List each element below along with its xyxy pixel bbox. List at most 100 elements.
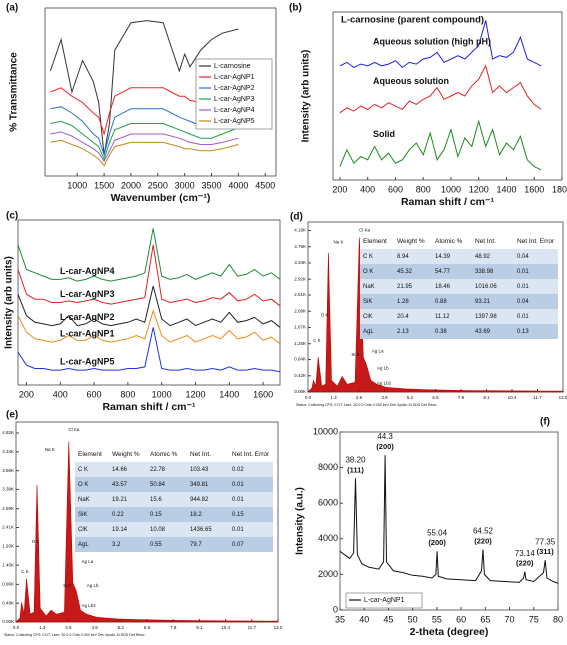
x-tick-label: 400 [360, 184, 375, 194]
series-line [49, 20, 239, 156]
table-cell: 18.46 [435, 284, 451, 290]
series-line [17, 285, 281, 328]
table-cell: 21.95 [397, 284, 413, 290]
peak-label: Cl Ka [359, 228, 371, 233]
x-tick-label: 1600 [524, 184, 544, 194]
peak-label: Ag Lb [87, 583, 99, 588]
table-cell: 79.7 [190, 542, 202, 548]
table-cell: SiK [363, 299, 372, 305]
x-tick-label: 200 [19, 389, 34, 399]
x-tick-label: 800 [120, 389, 135, 399]
table-cell: 1436.65 [190, 527, 212, 533]
legend-label: L-car-AgNP1 [364, 597, 405, 604]
series-label: L-car-AgNP5 [60, 357, 115, 367]
y-tick-label: 0.00K [2, 619, 14, 624]
x-tick-label: 1200 [185, 389, 205, 399]
x-tick-label: 0.0 [305, 395, 312, 400]
table-cell: Net Int. Error [232, 451, 270, 458]
y-axis-label: % Transmittance [9, 52, 20, 132]
plot-frame [44, 7, 277, 177]
table-row [75, 537, 273, 552]
y-tick-label: 3.34K [294, 260, 306, 265]
x-tick-label: 600 [388, 184, 403, 194]
table-row [360, 234, 558, 249]
table-cell: 19.14 [112, 527, 128, 533]
x-tick-label: 1200 [469, 184, 489, 194]
x-tick-label: 9.1 [483, 395, 490, 400]
series-line [50, 139, 239, 167]
table-cell: 0.01 [232, 497, 244, 503]
peak-hkl: (220) [516, 559, 534, 568]
series-line [17, 244, 281, 307]
y-tick-label: 1.45K [2, 562, 14, 567]
table-cell: Net Int. [475, 238, 496, 245]
series-line [17, 309, 281, 345]
y-tick-label: 1.93K [2, 544, 14, 549]
x-tick-label: 75 [529, 614, 539, 624]
table-cell: 0.13 [517, 329, 529, 335]
y-tick-label: 2.09K [294, 308, 306, 313]
x-tick-label: 7.8 [170, 625, 177, 630]
x-tick-label: 3.9 [91, 625, 98, 630]
panel-label: (b) [289, 3, 302, 14]
table-cell: 0.38 [435, 329, 447, 335]
peak-label: Si K [63, 583, 71, 588]
table-row [75, 462, 273, 477]
table-cell: Net Int. Error [517, 238, 555, 245]
peak-hkl: (200) [428, 538, 446, 547]
table-cell: O K [78, 482, 88, 488]
table-cell: 45.32 [397, 269, 413, 275]
table-row [360, 294, 558, 309]
x-tick-label: 10.4 [508, 395, 517, 400]
x-axis-label: Raman shift / cm⁻¹ [102, 401, 196, 413]
y-tick-label: 0.96K [2, 582, 14, 587]
y-tick-label: 3.76K [294, 244, 306, 249]
table-cell: 10.08 [150, 527, 166, 533]
table-row [75, 447, 273, 462]
peak-hkl: (111) [347, 465, 364, 474]
plot-frame [17, 219, 281, 386]
series-line [339, 20, 542, 69]
y-tick-label: 1.67K [294, 325, 306, 330]
x-tick-label: 3500 [202, 180, 222, 190]
panel-label: (e) [6, 410, 18, 421]
table-cell: Weight % [112, 451, 140, 458]
peak-label: Ag La [372, 348, 384, 353]
legend-label: L-car-AgNP5 [214, 118, 255, 125]
x-tick-label: 60 [456, 614, 466, 624]
peak-position: 55.04 [427, 528, 448, 537]
peak-label: Ag Lb [377, 365, 389, 370]
y-axis-label: Intensity (a.u.) [295, 487, 306, 555]
table-cell: Atomic % [150, 451, 178, 458]
series-label: L-car-AgNP4 [60, 266, 115, 276]
table-cell: 0.15 [150, 512, 162, 518]
peak-hkl: (311) [537, 547, 555, 556]
table-cell: 944.82 [190, 497, 209, 503]
series-line [339, 64, 542, 114]
series-label: Aqueous solution (high pH) [373, 37, 491, 47]
y-axis-label: Intensity (arb units) [4, 256, 15, 349]
table-cell: 0.01 [517, 269, 529, 275]
y-tick-label: 6000 [318, 498, 338, 508]
table-cell: 20.4 [397, 314, 409, 320]
x-tick-label: 0.0 [13, 625, 20, 630]
x-tick-label: 1000 [152, 389, 172, 399]
peak-label: Na K [45, 447, 55, 452]
x-tick-label: 1.3 [330, 395, 337, 400]
y-tick-label: 4.34K [2, 449, 14, 454]
legend-box [345, 592, 423, 609]
table-cell: 15.6 [150, 497, 162, 503]
y-tick-label: 4.82K [2, 430, 14, 435]
series-label: Aqueous solution [373, 76, 449, 86]
x-axis-label: Wavenumber (cm⁻¹) [111, 192, 211, 204]
x-tick-label: 800 [416, 184, 431, 194]
table-cell: 43.57 [112, 482, 128, 488]
x-tick-label: 1000 [67, 180, 87, 190]
series-line [17, 228, 281, 282]
y-axis-label: Intensity (arb units) [301, 50, 312, 143]
table-cell: ClK [363, 314, 373, 320]
table-cell: 1397.98 [475, 314, 497, 320]
legend-label: L-car-AgNP4 [214, 107, 255, 114]
x-tick-label: 65 [480, 614, 490, 624]
